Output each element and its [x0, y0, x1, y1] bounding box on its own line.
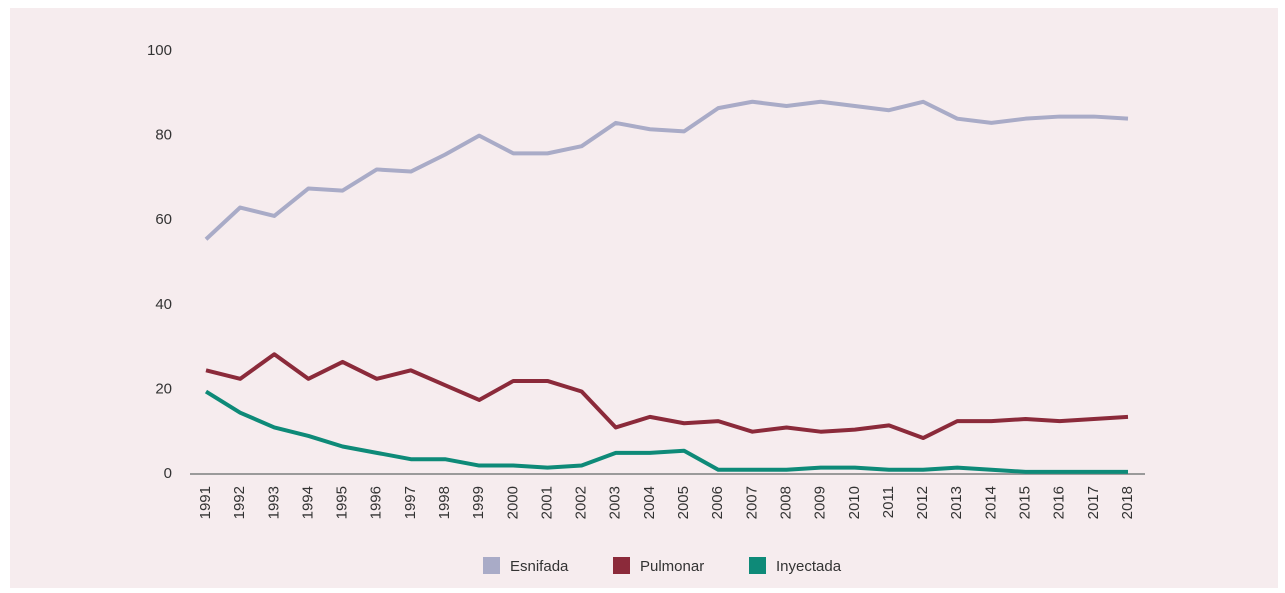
x-tick-label: 1992 — [231, 486, 248, 519]
x-tick-label: 2007 — [743, 486, 760, 519]
x-tick-label: 1991 — [197, 486, 214, 519]
x-tick-label: 2004 — [641, 486, 658, 519]
series-line — [204, 99, 1129, 241]
x-tick-label: 1994 — [299, 486, 316, 519]
x-tick-label: 2005 — [675, 486, 692, 519]
legend-swatch — [749, 557, 766, 574]
x-tick-label: 2011 — [880, 486, 897, 518]
x-tick-label: 2010 — [846, 486, 863, 519]
legend-label: Inyectada — [776, 558, 842, 575]
y-tick-label: 80 — [155, 127, 172, 144]
series-line — [205, 352, 1129, 441]
x-tick-label: 1998 — [436, 486, 453, 519]
x-tick-label: 2002 — [573, 486, 590, 519]
x-tick-label: 2017 — [1085, 486, 1102, 519]
x-tick-label: 2013 — [948, 486, 965, 519]
x-tick-label: 2009 — [812, 486, 829, 519]
x-tick-label: 2003 — [607, 486, 624, 519]
x-tick-label: 2016 — [1051, 486, 1068, 519]
chart-background — [10, 8, 1278, 588]
y-tick-label: 40 — [155, 296, 172, 313]
x-tick-label: 2018 — [1119, 486, 1136, 519]
x-tick-label: 2006 — [709, 486, 726, 519]
y-tick-label: 100 — [147, 42, 172, 59]
y-tick-label: 20 — [155, 380, 172, 397]
y-tick-label: 60 — [155, 211, 172, 228]
legend-label: Pulmonar — [640, 558, 704, 575]
legend-label: Esnifada — [510, 558, 569, 575]
x-tick-label: 1997 — [402, 486, 419, 519]
legend-swatch — [613, 557, 630, 574]
series-line — [204, 389, 1128, 474]
x-tick-label: 2000 — [504, 486, 521, 519]
x-tick-label: 1999 — [470, 486, 487, 519]
x-tick-label: 1996 — [368, 486, 385, 519]
x-tick-label: 1993 — [265, 486, 282, 519]
x-tick-label: 2014 — [982, 486, 999, 519]
legend-swatch — [483, 557, 500, 574]
y-tick-label: 0 — [164, 465, 172, 482]
x-tick-label: 2015 — [1017, 486, 1034, 519]
x-tick-label: 1995 — [334, 486, 351, 519]
x-tick-label: 2001 — [538, 486, 555, 519]
x-tick-label: 2012 — [914, 486, 931, 519]
x-tick-label: 2008 — [777, 486, 794, 519]
